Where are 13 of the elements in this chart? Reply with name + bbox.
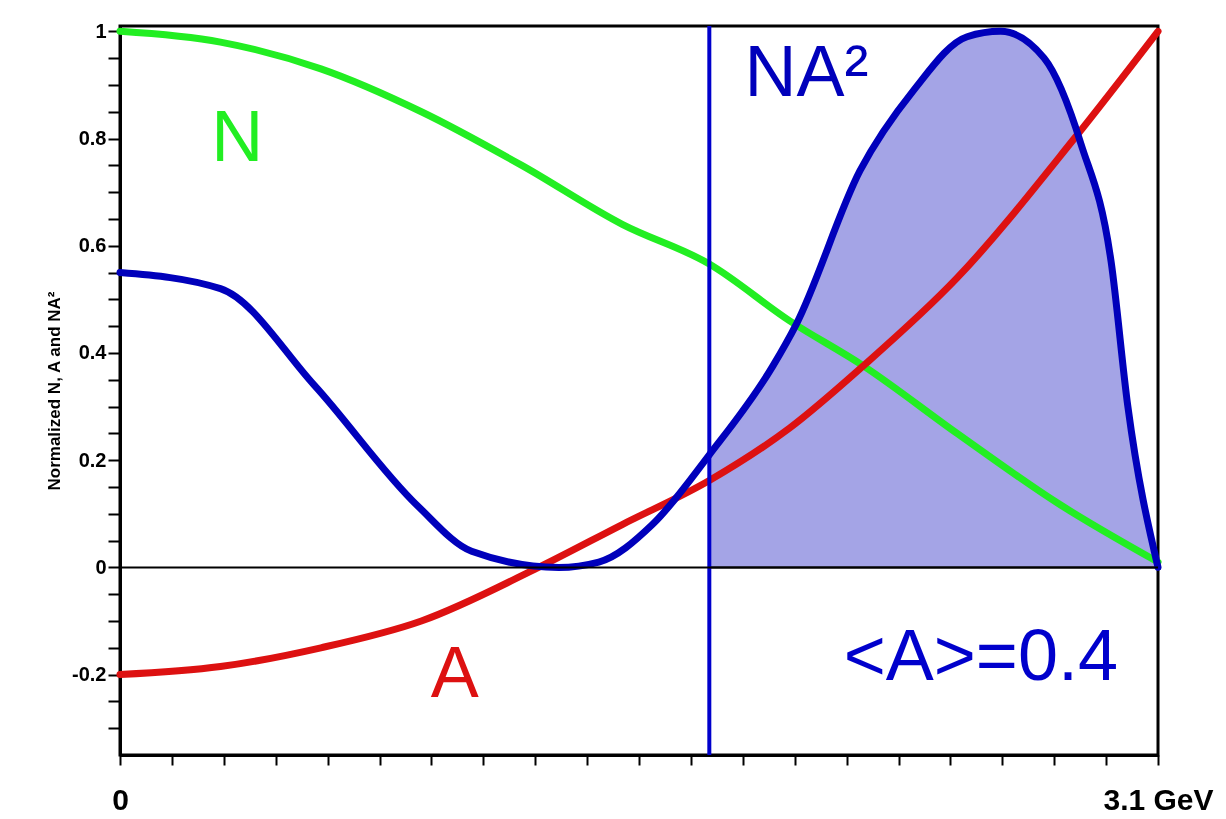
y-tick-label: 0.4 — [78, 341, 108, 364]
series-label: N — [211, 95, 264, 176]
y-tick-label: 0.8 — [78, 127, 107, 150]
series-label: A — [430, 631, 479, 712]
y-tick-label: -0.2 — [72, 663, 107, 686]
y-tick-label: 0.2 — [78, 448, 107, 471]
y-axis-title: Normalized N, A and NA² — [45, 291, 65, 491]
series-label: NA² — [744, 31, 869, 112]
y-tick-label: 0 — [95, 555, 107, 578]
x-tick-label: 3.1 GeV — [1103, 782, 1214, 816]
y-tick-label: 1 — [95, 19, 107, 42]
annotation: <A>=0.4 — [843, 615, 1118, 695]
y-tick-label: 0.6 — [78, 234, 107, 257]
